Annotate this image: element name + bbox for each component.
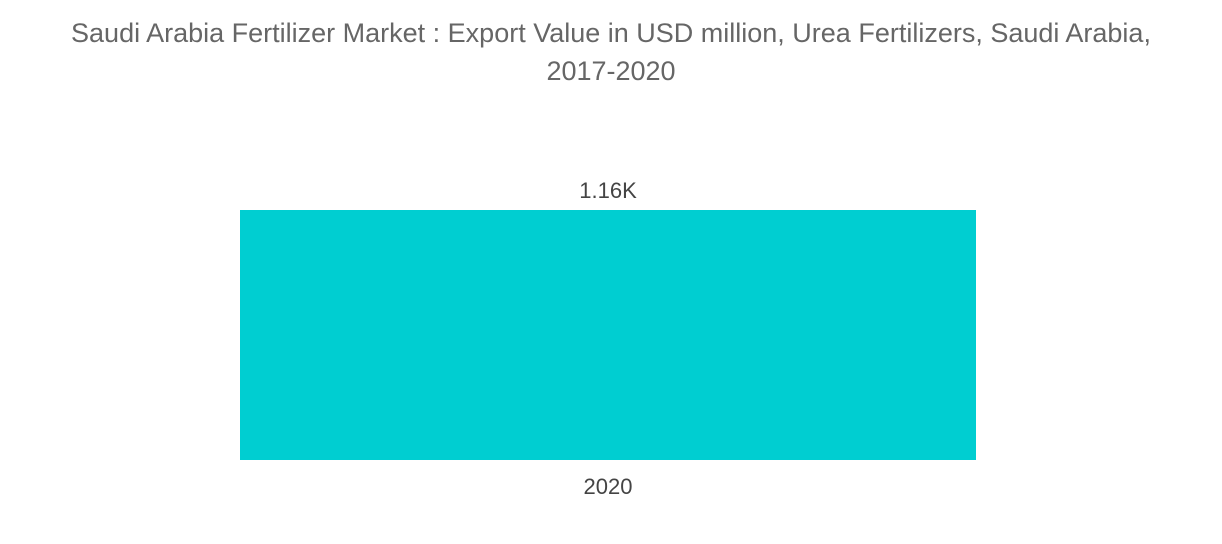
chart-title-line-1: Saudi Arabia Fertilizer Market : Export … (71, 18, 1151, 48)
chart-title: Saudi Arabia Fertilizer Market : Export … (0, 14, 1222, 90)
x-tick-label-2020: 2020 (584, 474, 633, 499)
bar-2020 (240, 210, 976, 460)
chart-title-line-2: 2017-2020 (546, 56, 676, 86)
data-label-2020: 1.16K (579, 178, 637, 203)
